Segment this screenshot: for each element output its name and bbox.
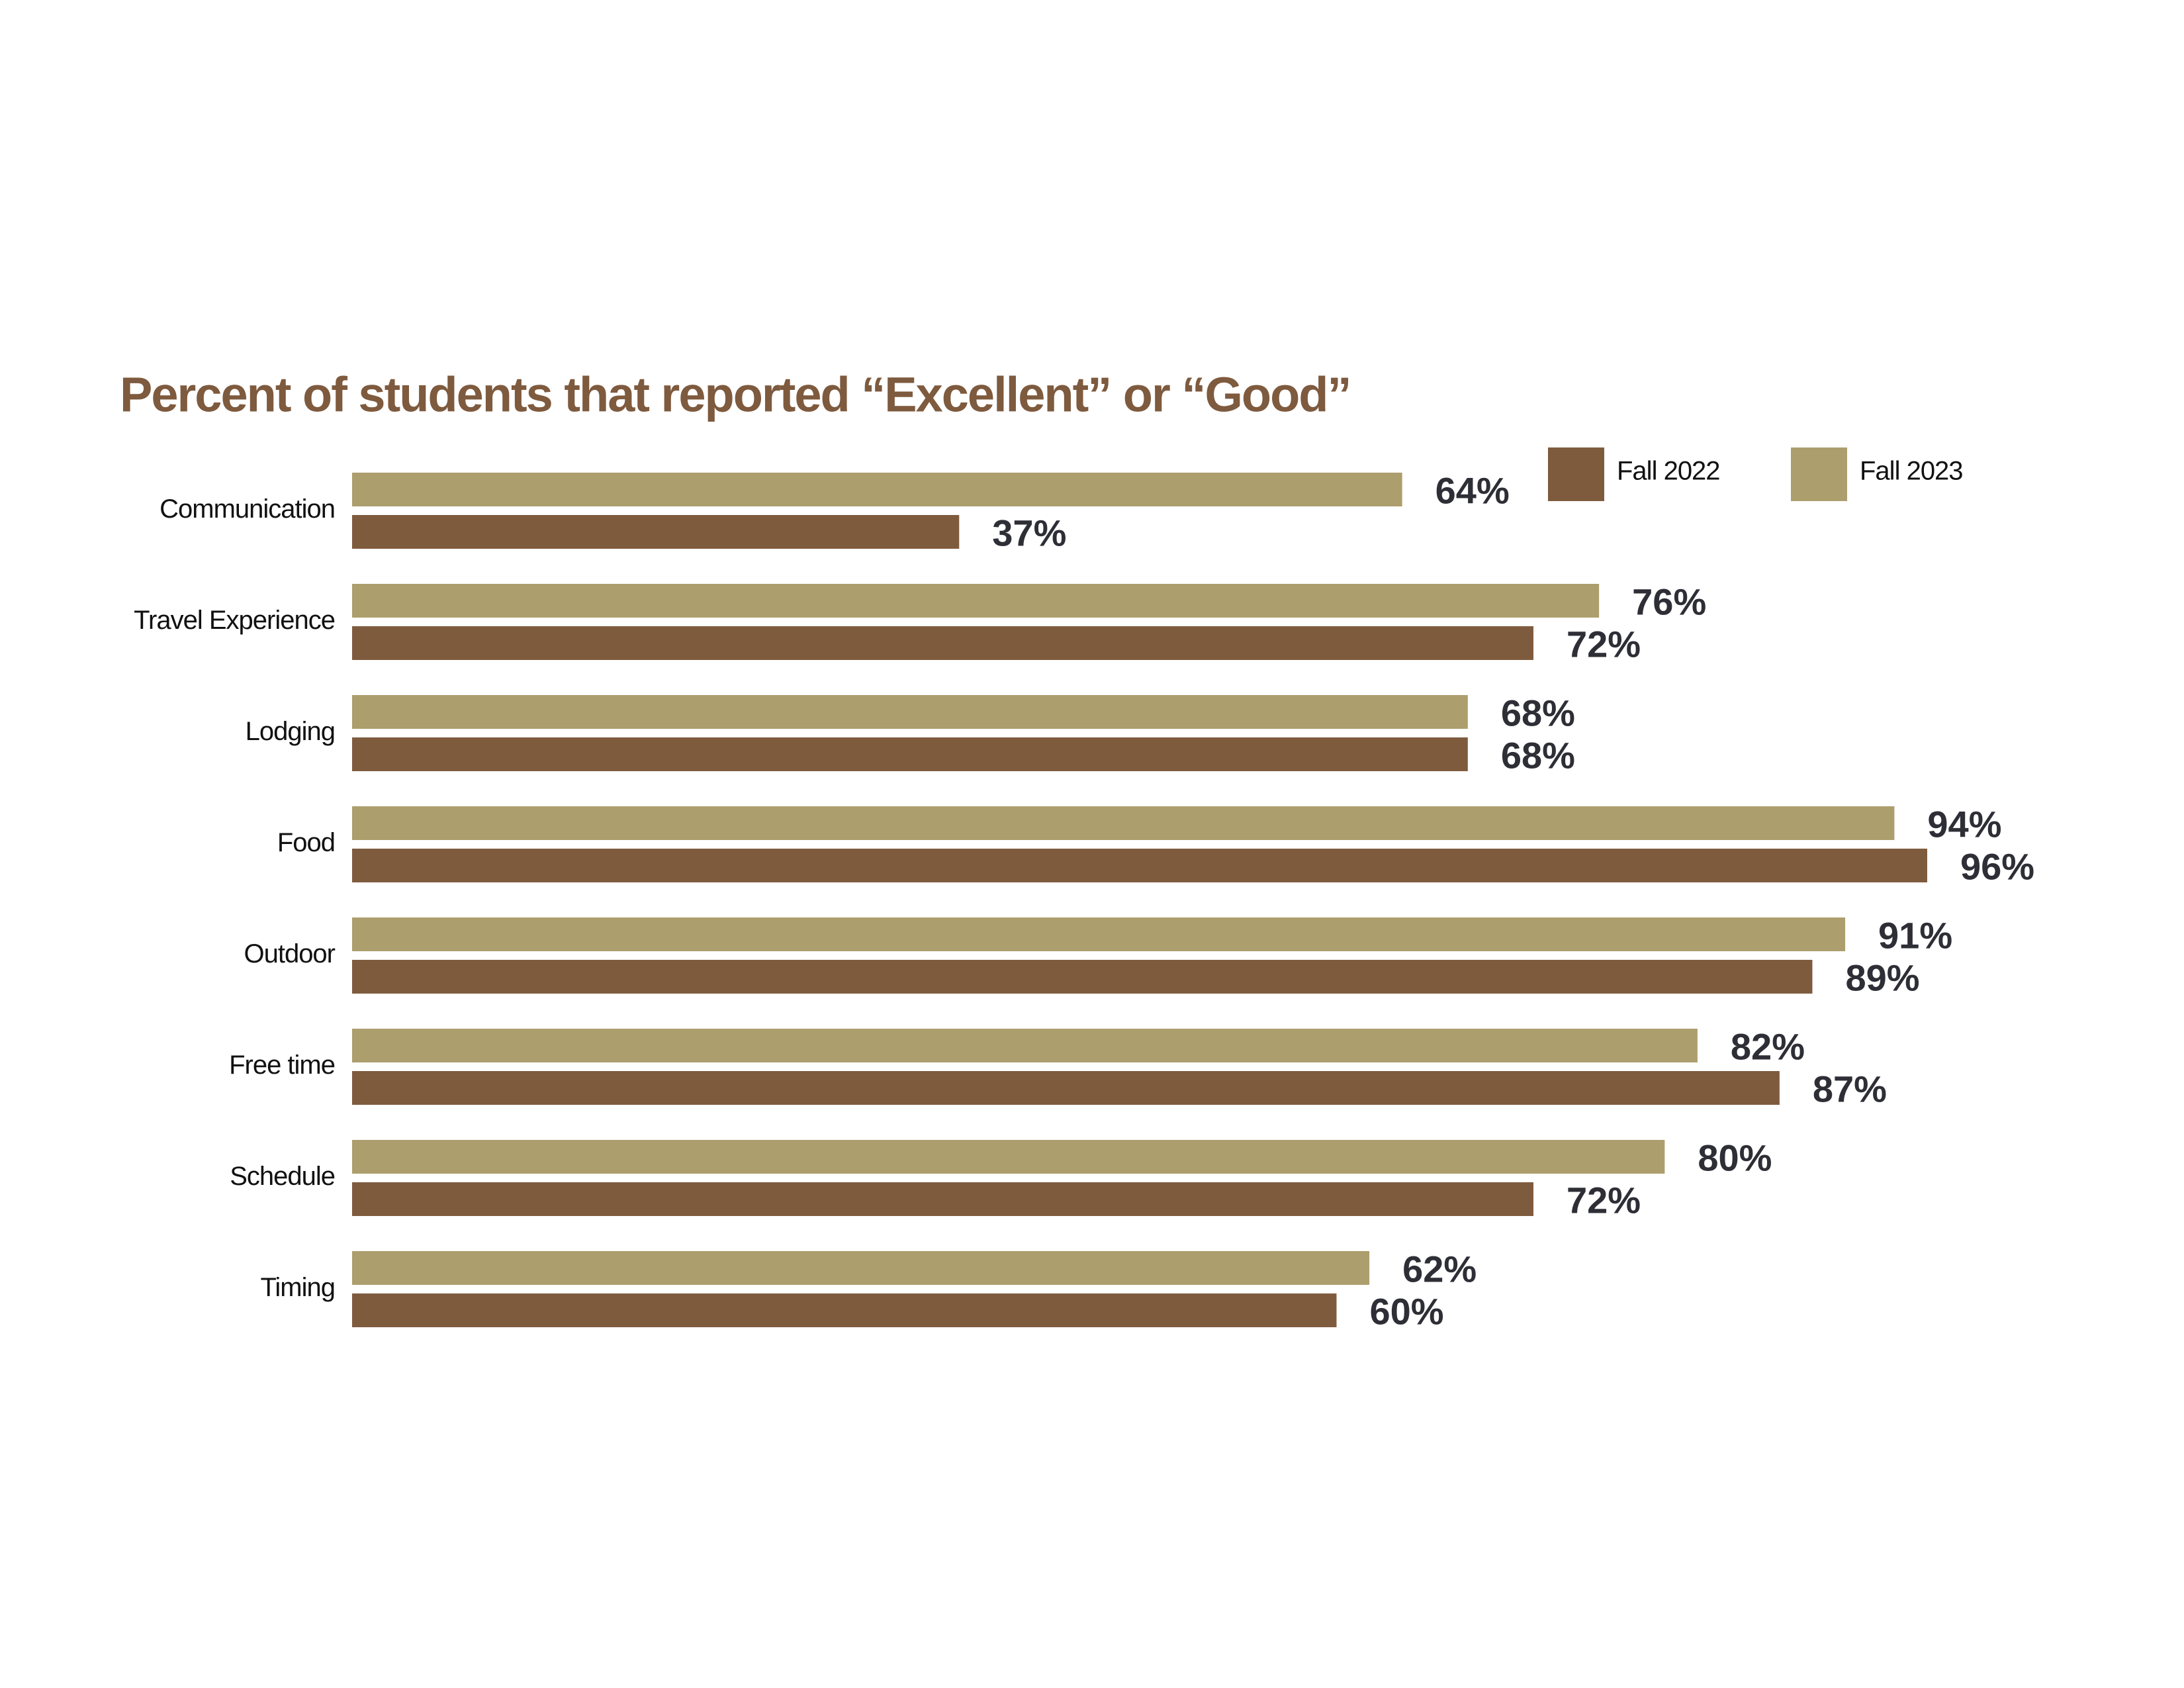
bar [352, 473, 1402, 506]
value-label: 64% [1435, 469, 1510, 511]
category-label: Outdoor [244, 939, 335, 968]
value-label: 91% [1878, 914, 1952, 956]
bar [352, 1140, 1665, 1174]
bar [352, 737, 1468, 771]
category-label: Schedule [230, 1162, 335, 1191]
legend-label: Fall 2023 [1860, 457, 1963, 486]
value-label: 76% [1632, 581, 1706, 622]
category-label: Lodging [246, 717, 335, 746]
bar [352, 626, 1533, 660]
value-label: 37% [992, 512, 1066, 553]
legend-swatch [1791, 447, 1847, 501]
bar [352, 960, 1813, 994]
bar [352, 1029, 1698, 1062]
category-label: Communication [159, 494, 335, 524]
bar [352, 1251, 1370, 1285]
bar [352, 1293, 1337, 1327]
value-label: 87% [1813, 1068, 1887, 1109]
value-label: 80% [1698, 1137, 1772, 1178]
category-label: Free time [229, 1051, 335, 1080]
value-label: 68% [1501, 734, 1575, 776]
category-label: Timing [260, 1273, 335, 1302]
value-label: 82% [1731, 1025, 1805, 1067]
bar [352, 806, 1895, 840]
bar [352, 917, 1846, 951]
value-label: 72% [1567, 623, 1641, 665]
bar [352, 1071, 1780, 1105]
chart-title: Percent of students that reported “Excel… [120, 367, 1351, 422]
bar [352, 515, 960, 549]
value-label: 60% [1370, 1290, 1444, 1332]
value-label: 72% [1567, 1179, 1641, 1221]
category-label: Travel Experience [134, 606, 335, 635]
value-label: 94% [1927, 803, 2001, 845]
bar [352, 695, 1468, 729]
value-label: 68% [1501, 692, 1575, 733]
bar [352, 584, 1600, 618]
bar [352, 849, 1927, 882]
legend-swatch [1548, 447, 1604, 501]
value-label: 96% [1960, 845, 2034, 887]
value-label: 89% [1845, 957, 1919, 998]
category-label: Food [277, 828, 335, 857]
legend-label: Fall 2022 [1617, 457, 1720, 486]
value-label: 62% [1402, 1248, 1477, 1289]
bar [352, 1182, 1533, 1216]
